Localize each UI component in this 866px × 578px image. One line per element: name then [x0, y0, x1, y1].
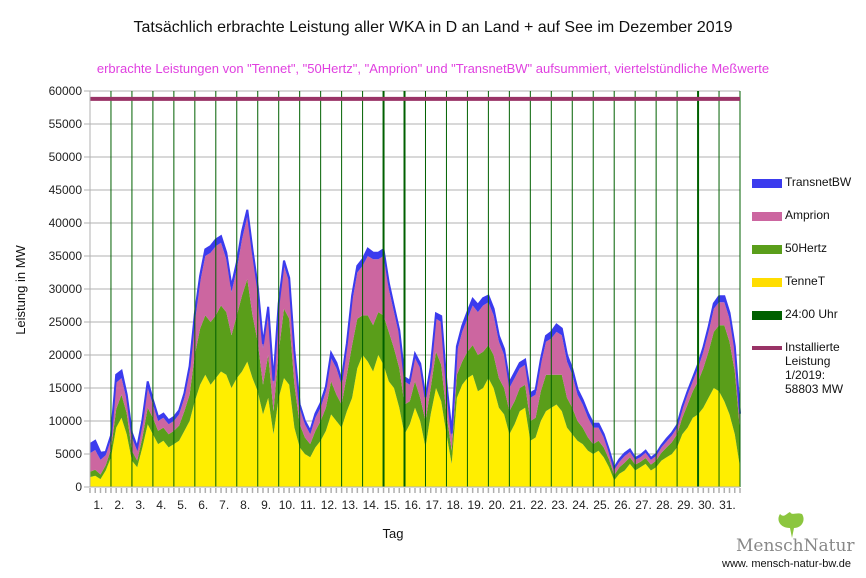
y-axis-label: Leistung in MW — [13, 244, 28, 334]
y-tick-label: 55000 — [49, 117, 83, 131]
y-tick-label: 10000 — [49, 414, 83, 428]
x-tick-label: 24. — [572, 498, 589, 512]
x-tick-label: 3. — [135, 498, 145, 512]
legend-item: TenneT — [752, 274, 862, 307]
legend-label: 50Hertz — [785, 241, 828, 255]
area-tennet — [90, 355, 740, 487]
y-tick-label: 50000 — [49, 150, 83, 164]
legend-label: Installierte Leistung 1/2019: 58803 MW — [785, 340, 844, 396]
legend-swatch — [752, 212, 782, 221]
x-tick-label: 15. — [384, 498, 401, 512]
legend-swatch — [752, 179, 782, 188]
logo-url: www. mensch-natur-bw.de — [722, 558, 851, 570]
logo-name: MenschNatur — [736, 536, 855, 556]
x-tick-label: 16. — [405, 498, 422, 512]
x-tick-label: 8. — [240, 498, 250, 512]
total-outline — [89, 209, 741, 471]
x-tick-label: 1. — [93, 498, 103, 512]
area-amprion — [90, 216, 740, 476]
y-tick-label: 30000 — [49, 282, 83, 296]
x-tick-label: 19. — [467, 498, 484, 512]
axes — [89, 91, 741, 493]
x-tick-label: 12. — [321, 498, 338, 512]
x-tick-label: 9. — [261, 498, 271, 512]
x-tick-label: 27. — [635, 498, 652, 512]
y-tick-label: 40000 — [49, 216, 83, 230]
legend: TransnetBW Amprion 50Hertz TenneT 24:00 Uhr I… — [752, 175, 862, 396]
x-tick-label: 18. — [446, 498, 463, 512]
x-tick-label: 10. — [279, 498, 296, 512]
legend-swatch — [752, 245, 782, 254]
y-tick-label: 25000 — [49, 315, 83, 329]
x-tick-label: 14. — [363, 498, 380, 512]
y-tick-label: 15000 — [49, 381, 83, 395]
legend-label: TransnetBW — [785, 175, 852, 189]
x-tick-label: 13. — [342, 498, 359, 512]
x-tick-label: 2. — [114, 498, 124, 512]
x-tick-label: 28. — [656, 498, 673, 512]
x-tick-label: 17. — [426, 498, 443, 512]
legend-swatch — [752, 346, 782, 350]
legend-label: Amprion — [785, 208, 830, 222]
midnight-lines — [110, 91, 741, 487]
legend-item: Installierte Leistung 1/2019: 58803 MW — [752, 340, 862, 396]
legend-item: TransnetBW — [752, 175, 862, 208]
y-tick-label: 35000 — [49, 249, 83, 263]
logo: MenschNatur www. mensch-natur-bw.de — [722, 510, 866, 578]
y-tick-labels: 0 5000 10000 15000 20000 25000 30000 35000 40000… — [49, 84, 83, 494]
legend-swatch — [752, 311, 782, 320]
y-tick-label: 20000 — [49, 348, 83, 362]
x-tick-label: 4. — [156, 498, 166, 512]
x-tick-label: 11. — [300, 498, 316, 512]
y-tick-label: 60000 — [49, 84, 83, 98]
x-tick-label: 5. — [177, 498, 187, 512]
x-tick-label: 23. — [551, 498, 568, 512]
legend-swatch — [752, 278, 782, 287]
x-tick-label: 22. — [530, 498, 547, 512]
legend-label: 24:00 Uhr — [785, 307, 838, 321]
area-50hertz — [90, 279, 740, 481]
x-tick-label: 31. — [719, 498, 736, 512]
x-tick-label: 6. — [198, 498, 208, 512]
x-tick-label: 20. — [488, 498, 505, 512]
stacked-areas — [89, 209, 741, 487]
y-tick-label: 5000 — [55, 447, 82, 461]
legend-label: TenneT — [785, 274, 826, 288]
x-tick-label: 21. — [509, 498, 526, 512]
x-axis-label: Tag — [383, 526, 404, 541]
legend-item: 50Hertz — [752, 241, 862, 274]
legend-item: 24:00 Uhr — [752, 307, 862, 340]
x-tick-label: 25. — [593, 498, 610, 512]
ginkgo-leaf-icon — [778, 512, 804, 538]
legend-item: Amprion — [752, 208, 862, 241]
chart-subtitle: erbrachte Leistungen von "Tennet", "50He… — [96, 61, 770, 76]
chart-title: Tatsächlich erbrachte Leistung aller WKA… — [133, 19, 733, 36]
x-tick-labels: 1. 2. 3. 4. 5. 6. 7. 8. 9. 10. 11. 12. 13. 14. 15. 16. 1… — [93, 498, 735, 512]
y-tick-label: 0 — [75, 480, 82, 494]
x-tick-label: 30. — [698, 498, 715, 512]
y-tick-label: 45000 — [49, 183, 83, 197]
x-tick-label: 29. — [677, 498, 694, 512]
x-tick-label: 26. — [614, 498, 631, 512]
x-tick-label: 7. — [219, 498, 229, 512]
